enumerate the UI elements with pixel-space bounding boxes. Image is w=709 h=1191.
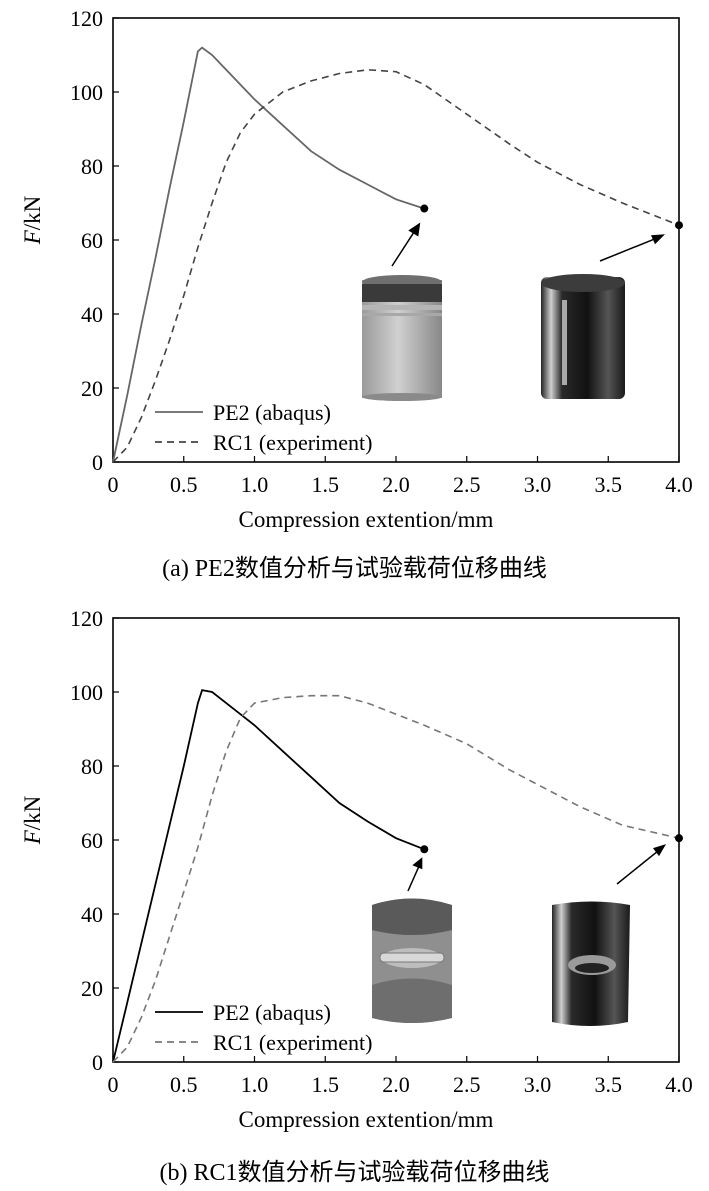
y-tick-label: 80 xyxy=(81,754,103,779)
y-axis-title-unit: /kN xyxy=(20,795,45,830)
simulated-specimen-image xyxy=(372,898,452,1023)
y-tick-label: 0 xyxy=(92,1050,103,1075)
end-point-marker xyxy=(675,221,683,230)
x-tick-label: 1.0 xyxy=(241,472,269,497)
arrow-to-simulated-end xyxy=(407,862,421,892)
arrow-to-experimental-end xyxy=(616,849,660,885)
x-tick-label: 0 xyxy=(108,1072,119,1097)
chart-a-caption: (a) PE2数值分析与试验载荷位移曲线 xyxy=(162,556,547,582)
x-tick-label: 4.0 xyxy=(665,472,693,497)
chart-b-svg: 0 0.5 1.0 1.5 2.0 2.5 3.0 3.5 4.0 0 20 40 60 80 100 120… xyxy=(20,606,693,1132)
x-tick-label: 3.5 xyxy=(595,1072,623,1097)
x-tick-label: 3.0 xyxy=(524,472,552,497)
end-point-marker xyxy=(420,845,429,854)
end-point-marker xyxy=(420,204,429,213)
x-tick-label: 0.5 xyxy=(170,472,198,497)
y-tick-label: 20 xyxy=(81,376,103,401)
arrowhead xyxy=(412,857,423,870)
legend-label-2: RC1 (experiment) xyxy=(213,430,372,455)
x-tick-label: 3.5 xyxy=(595,472,623,497)
x-axis-title: Compression extention/mm xyxy=(239,1107,494,1132)
y-tick-label: 60 xyxy=(81,828,103,853)
y-axis-title-symbol: F xyxy=(20,829,45,845)
y-axis-title-unit: /kN xyxy=(20,195,45,230)
series-line-2 xyxy=(112,694,680,1063)
x-tick-label: 1.0 xyxy=(241,1072,269,1097)
simulated-specimen-image xyxy=(362,275,442,401)
chart-panel-a: 0 0.5 1.0 1.5 2.0 2.5 3.0 3.5 4.0 0 20 40 60 80 100 120… xyxy=(0,0,709,590)
y-axis-title-symbol: F xyxy=(20,229,45,245)
x-axis-title: Compression extention/mm xyxy=(239,507,494,532)
x-tick-label: 2.5 xyxy=(453,472,481,497)
x-tick-label: 2.0 xyxy=(382,1072,410,1097)
legend-label-1: PE2 (abaqus) xyxy=(213,1000,331,1025)
y-tick-label: 100 xyxy=(70,680,103,705)
y-tick-label: 100 xyxy=(70,80,103,105)
arrowhead xyxy=(408,222,421,237)
series-line-2 xyxy=(112,68,680,463)
x-tick-label: 2.5 xyxy=(453,1072,481,1097)
chart-b-caption: (b) RC1数值分析与试验载荷位移曲线 xyxy=(159,1160,550,1186)
arrowhead xyxy=(653,844,666,857)
x-tick-label: 2.0 xyxy=(382,472,410,497)
end-point-marker xyxy=(675,834,683,843)
chart-panel-b: 0 0.5 1.0 1.5 2.0 2.5 3.0 3.5 4.0 0 20 40 60 80 100 120… xyxy=(0,600,709,1191)
experimental-specimen-image xyxy=(552,901,630,1026)
y-tick-label: 60 xyxy=(81,228,103,253)
legend-label-2: RC1 (experiment) xyxy=(213,1030,372,1055)
y-axis-title: F/kN xyxy=(20,195,45,245)
y-tick-label: 120 xyxy=(70,606,103,631)
arrow-to-simulated-end xyxy=(391,228,417,267)
chart-a-svg: 0 0.5 1.0 1.5 2.0 2.5 3.0 3.5 4.0 0 20 40 60 80 100 120… xyxy=(20,6,693,532)
y-tick-label: 20 xyxy=(81,976,103,1001)
y-tick-label: 120 xyxy=(70,6,103,31)
experimental-specimen-image xyxy=(541,274,625,399)
y-tick-label: 40 xyxy=(81,902,103,927)
x-tick-label: 1.5 xyxy=(312,1072,340,1097)
y-tick-label: 80 xyxy=(81,154,103,179)
x-tick-label: 0.5 xyxy=(170,1072,198,1097)
y-tick-label: 40 xyxy=(81,302,103,327)
x-tick-label: 3.0 xyxy=(524,1072,552,1097)
x-tick-label: 4.0 xyxy=(665,1072,693,1097)
y-tick-label: 0 xyxy=(92,450,103,475)
arrowhead xyxy=(651,234,665,245)
series-line-1 xyxy=(112,46,425,463)
x-tick-label: 1.5 xyxy=(312,472,340,497)
y-axis-title: F/kN xyxy=(20,795,45,845)
series-line-1 xyxy=(112,689,425,1063)
arrow-to-experimental-end xyxy=(599,236,660,262)
x-tick-label: 0 xyxy=(108,472,119,497)
legend-label-1: PE2 (abaqus) xyxy=(213,400,331,425)
